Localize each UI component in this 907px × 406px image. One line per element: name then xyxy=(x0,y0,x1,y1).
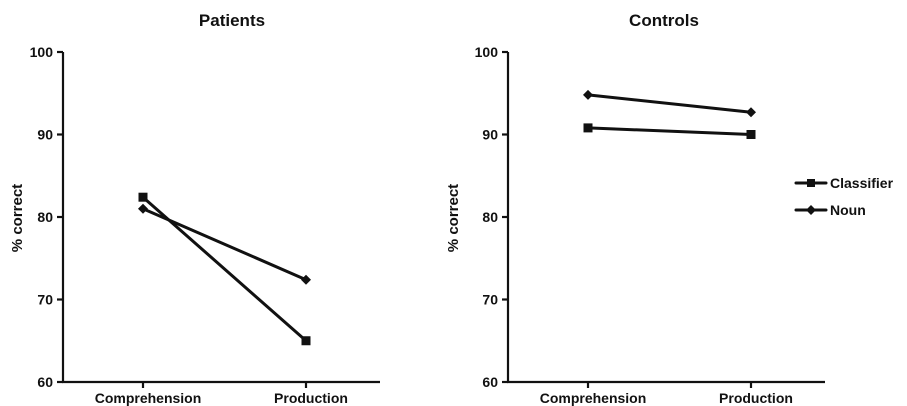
data-point-noun xyxy=(583,89,593,100)
y-tick-label: 70 xyxy=(482,292,498,308)
chart-panel-controls: Controls % correct 60 70 80 90 100 Comprehens… xyxy=(445,11,825,406)
data-point-classifier xyxy=(583,123,593,133)
data-point-classifier xyxy=(301,336,311,346)
x-tick-label: Comprehension xyxy=(540,390,647,406)
x-tick-label: Production xyxy=(274,390,348,406)
data-point-noun xyxy=(746,107,756,118)
x-tick-label: Production xyxy=(719,390,793,406)
y-tick-label: 60 xyxy=(37,374,53,390)
legend-label: Classifier xyxy=(830,175,894,191)
data-point-classifier xyxy=(138,192,148,202)
legend-entry-noun: Noun xyxy=(794,202,866,218)
y-tick-label: 80 xyxy=(37,209,53,225)
series-line-classifier xyxy=(586,126,753,136)
chart-title: Controls xyxy=(629,11,699,30)
y-tick-label: 60 xyxy=(482,374,498,390)
y-tick-label: 100 xyxy=(30,44,54,60)
legend-entry-classifier: Classifier xyxy=(794,175,894,191)
x-tick-label: Comprehension xyxy=(95,390,202,406)
legend-label: Noun xyxy=(830,202,866,218)
y-tick-label: 70 xyxy=(37,292,53,308)
legend: Classifier Noun xyxy=(794,175,894,218)
data-point-noun xyxy=(301,274,311,285)
chart-title: Patients xyxy=(199,11,265,30)
data-point-classifier xyxy=(746,130,756,139)
plot-area: 60 70 80 90 100 Comprehension Production xyxy=(30,44,348,406)
y-tick-label: 90 xyxy=(482,127,498,143)
y-axis-label: % correct xyxy=(445,184,462,252)
y-axis-label: % correct xyxy=(9,184,26,252)
series-line-noun xyxy=(586,93,753,114)
diamond-marker-icon xyxy=(806,205,816,215)
y-tick-label: 80 xyxy=(482,209,498,225)
chart-panel-patients: Patients % correct 60 70 80 90 100 Comprehens… xyxy=(9,11,380,406)
y-tick-label: 100 xyxy=(475,44,499,60)
plot-area: 60 70 80 90 100 Comprehension Production xyxy=(475,44,793,406)
y-tick-label: 90 xyxy=(37,127,53,143)
data-point-noun xyxy=(138,203,148,214)
square-marker-icon xyxy=(807,179,815,187)
series-line-noun xyxy=(141,207,308,282)
